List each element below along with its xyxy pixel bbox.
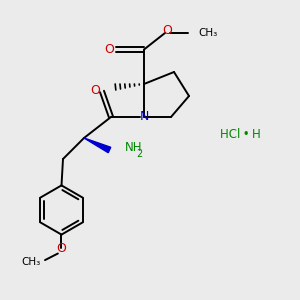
Text: CH₃: CH₃ <box>199 28 218 38</box>
Text: O: O <box>104 43 114 56</box>
Text: CH₃: CH₃ <box>21 257 40 267</box>
Text: NH: NH <box>124 141 142 154</box>
Polygon shape <box>84 138 111 153</box>
Text: HCl • H: HCl • H <box>220 128 260 142</box>
Text: O: O <box>57 242 66 255</box>
Text: N: N <box>139 110 149 124</box>
Text: O: O <box>162 24 172 38</box>
Text: 2: 2 <box>136 148 142 159</box>
Text: O: O <box>91 83 100 97</box>
